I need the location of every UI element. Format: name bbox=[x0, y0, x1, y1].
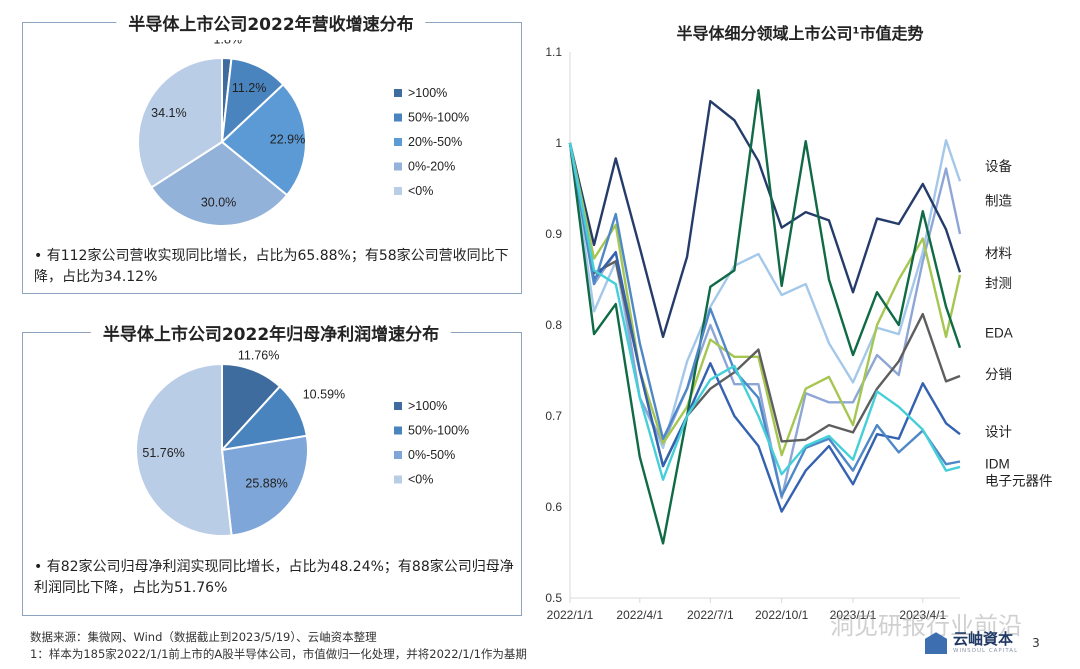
legend-swatch bbox=[394, 89, 402, 97]
brand-name: 云岫資本 bbox=[953, 630, 1014, 648]
series-label: 材料 bbox=[985, 246, 1013, 261]
series-line bbox=[568, 142, 961, 513]
pie-data-label: 22.9% bbox=[270, 133, 305, 147]
legend-label: 50%-100% bbox=[408, 111, 469, 125]
legend-swatch bbox=[394, 113, 402, 122]
brand-subtitle: WINSOUL CAPITAL bbox=[953, 648, 1019, 654]
series-label: 封测 bbox=[985, 276, 1012, 291]
market-cap-line-chart: 0.5 0.6 0.7 0.8 0.9 1 1.1 2022/1/1 2022/4/1 2022/… bbox=[545, 45, 1053, 622]
footnote: 1：样本为185家2022/1/1前上市的A股半导体公司，市值做归一化处理，并将… bbox=[30, 647, 527, 661]
series-label: 设计 bbox=[985, 424, 1012, 439]
pie-slice bbox=[149, 140, 289, 227]
series-label: 制造 bbox=[985, 193, 1013, 208]
pie-slice bbox=[220, 83, 307, 197]
legend-swatch bbox=[394, 138, 402, 146]
pie-data-label: 34.1% bbox=[151, 106, 186, 120]
series-line bbox=[568, 89, 962, 545]
profit-summary-text: 有82家公司归母净利润实现同比增长，占比为48.24%；有88家公司归母净利润同… bbox=[34, 559, 514, 596]
y-tick-label: 0.5 bbox=[545, 591, 562, 605]
y-tick-label: 0.7 bbox=[545, 409, 562, 423]
series-label: EDA bbox=[985, 325, 1013, 340]
legend-label: >100% bbox=[408, 86, 447, 100]
x-tick-label: 2023/1/1 bbox=[830, 608, 877, 622]
pie-slice bbox=[137, 56, 223, 189]
pie-slice bbox=[221, 362, 282, 453]
legend-label: 0%-50% bbox=[408, 448, 455, 462]
legend-label: <0% bbox=[408, 473, 433, 487]
series-label: 分销 bbox=[985, 367, 1012, 382]
pie-slice bbox=[220, 434, 309, 537]
watermark: 洞见研报行业前沿 bbox=[830, 612, 1022, 640]
brand-logo: 云岫資本 WINSOUL CAPITAL 3 bbox=[925, 632, 1040, 655]
line-chart-title: 半导体细分领域上市公司¹市值走势 bbox=[676, 24, 924, 43]
pie-data-label: 51.76% bbox=[142, 446, 184, 460]
legend-swatch bbox=[394, 402, 402, 410]
legend-swatch bbox=[394, 187, 402, 195]
x-tick-label: 2022/7/1 bbox=[687, 608, 734, 622]
pie-slice bbox=[135, 362, 233, 537]
brand-text: 云岫資本 WINSOUL CAPITAL bbox=[953, 632, 1018, 655]
revenue-pie-chart: 1.8% 11.2% 22.9% 30.0% 34.1% >100% 50%-100% 20%… bbox=[137, 40, 469, 227]
pie-data-label: 10.59% bbox=[303, 387, 345, 401]
pie-data-label: 11.2% bbox=[232, 81, 267, 95]
page-number: 3 bbox=[1032, 636, 1040, 651]
revenue-summary-bullet: • 有112家公司营收实现同比增长，占比为65.88%；有58家公司营收同比下降… bbox=[34, 248, 509, 285]
y-tick-label: 1.1 bbox=[545, 45, 562, 59]
legend-label: 0%-20% bbox=[408, 160, 455, 174]
legend-swatch bbox=[394, 426, 402, 435]
x-tick-label: 2022/4/1 bbox=[616, 608, 663, 622]
profit-pie-chart: 11.76% 10.59% 25.88% 51.76% >100% 50%-100% 0%-… bbox=[135, 350, 469, 537]
x-tick-label: 2023/4/1 bbox=[899, 608, 946, 622]
series-line bbox=[568, 139, 962, 450]
legend-label: 50%-100% bbox=[408, 424, 469, 438]
legend-swatch bbox=[394, 475, 402, 484]
legend-swatch bbox=[394, 162, 402, 171]
legend-label: <0% bbox=[408, 184, 433, 198]
y-tick-label: 0.9 bbox=[545, 227, 562, 241]
pie-data-label: 1.8% bbox=[214, 40, 243, 47]
legend-label: >100% bbox=[408, 399, 447, 413]
profit-summary-bullet: • 有82家公司归母净利润实现同比增长，占比为48.24%；有88家公司归母净利… bbox=[34, 559, 514, 596]
data-source: 数据来源：集微网、Wind（数据截止到2023/5/19）、云岫资本整理 bbox=[30, 630, 377, 644]
series-label: IDM bbox=[985, 456, 1010, 471]
x-tick-label: 2022/1/1 bbox=[547, 608, 594, 622]
series-line bbox=[568, 142, 961, 481]
pie-data-label: 25.88% bbox=[245, 477, 287, 491]
x-tick-label: 2022/10/1 bbox=[755, 608, 809, 622]
series-label: 设备 bbox=[985, 158, 1013, 174]
revenue-summary-text: 有112家公司营收实现同比增长，占比为65.88%；有58家公司营收同比下降，占… bbox=[34, 248, 509, 285]
series-label: 电子元器件 bbox=[985, 474, 1053, 489]
pie-data-label: 30.0% bbox=[201, 195, 236, 209]
legend-swatch bbox=[394, 451, 402, 459]
legend-label: 20%-50% bbox=[408, 135, 462, 149]
y-tick-label: 0.8 bbox=[545, 318, 562, 332]
revenue-pie-title: 半导体上市公司2022年营收增速分布 bbox=[116, 10, 426, 35]
y-tick-label: 1 bbox=[555, 136, 562, 150]
y-tick-label: 0.6 bbox=[545, 500, 562, 514]
profit-pie-title: 半导体上市公司2022年归母净利润增速分布 bbox=[90, 320, 452, 345]
pie-data-label: 11.76% bbox=[238, 350, 279, 362]
logo-icon bbox=[925, 632, 947, 655]
